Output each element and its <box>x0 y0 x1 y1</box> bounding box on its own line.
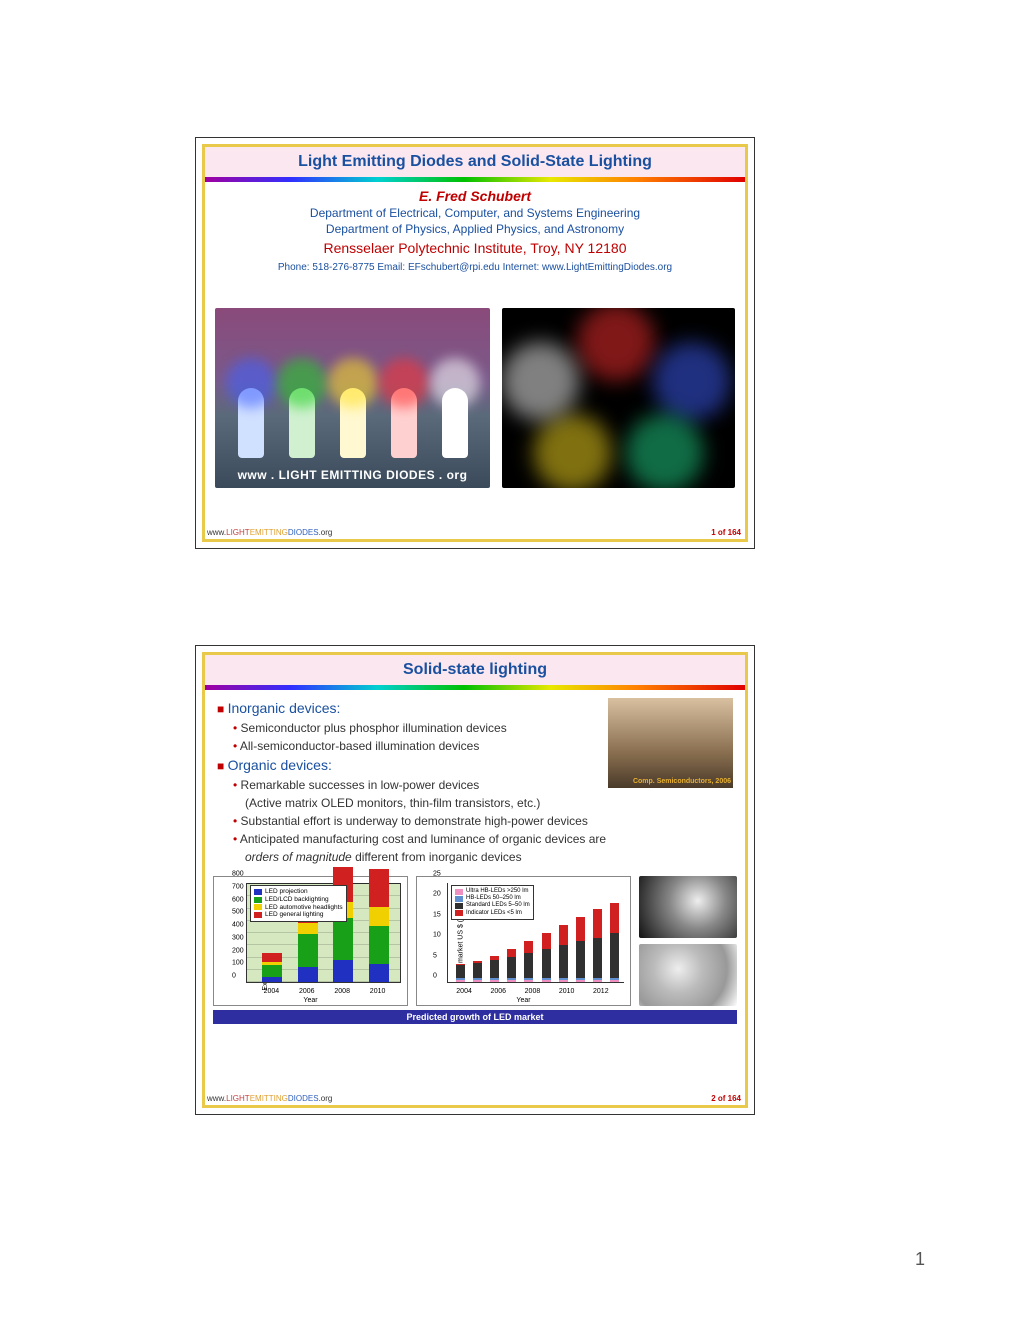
slide-2-frame: Solid-state lighting Comp. Semiconductor… <box>202 652 748 1108</box>
c1-legend: LED projectionLED/LCD backlightingLED au… <box>250 885 347 922</box>
slide-2-content: Comp. Semiconductors, 2006 ■ Inorganic d… <box>205 690 745 866</box>
slide-2-footer: www.LIGHTEMITTINGDIODES.org 2 of 164 <box>207 1094 741 1103</box>
side-images <box>639 876 737 1006</box>
c2-xlabel: Year <box>417 997 630 1004</box>
c1-xlabel: Year <box>214 997 407 1004</box>
star-led-4 <box>543 413 609 484</box>
slide-1-footer: www.LIGHTEMITTINGDIODES.org 1 of 164 <box>207 528 741 537</box>
star-led-3 <box>628 413 694 484</box>
rainbow-bar <box>205 177 745 182</box>
sub-4: • Substantial effort is underway to demo… <box>217 812 733 830</box>
side-img-1 <box>639 876 737 938</box>
led-photo-star <box>502 308 735 488</box>
page-number: 1 <box>915 1249 925 1270</box>
led-blue <box>238 388 264 458</box>
side-img-2 <box>639 944 737 1006</box>
sub-5b: orders of magnitude different from inorg… <box>217 848 733 866</box>
led-white <box>442 388 468 458</box>
led-green <box>289 388 315 458</box>
dept-1: Department of Electrical, Computer, and … <box>205 206 745 220</box>
footer-url-1: www.LIGHTEMITTINGDIODES.org <box>207 528 332 537</box>
float-photo: Comp. Semiconductors, 2006 <box>608 698 733 788</box>
footer-page-2: 2 of 164 <box>711 1094 741 1103</box>
image-caption: www . LIGHT EMITTING DIODES . org <box>215 468 490 482</box>
slide-1: Light Emitting Diodes and Solid-State Li… <box>195 137 755 549</box>
chart-title-bar: Predicted growth of LED market <box>213 1010 737 1024</box>
slide-2-title: Solid-state lighting <box>205 655 745 685</box>
sub-5: • Anticipated manufacturing cost and lum… <box>217 830 733 848</box>
slide-1-title: Light Emitting Diodes and Solid-State Li… <box>205 147 745 177</box>
charts-row: Expected market size ($ million) LED pro… <box>213 876 737 1006</box>
chart-2: World market US $ (Billion) Ultra HB-LED… <box>416 876 631 1006</box>
slide-1-frame: Light Emitting Diodes and Solid-State Li… <box>202 144 748 542</box>
image-row: www . LIGHT EMITTING DIODES . org <box>215 308 735 488</box>
footer-page-1: 1 of 164 <box>711 528 741 537</box>
led-photo-row: www . LIGHT EMITTING DIODES . org <box>215 308 490 488</box>
dept-2: Department of Physics, Applied Physics, … <box>205 222 745 236</box>
footer-url-2: www.LIGHTEMITTINGDIODES.org <box>207 1094 332 1103</box>
star-led-2 <box>652 356 721 411</box>
star-led-1 <box>597 318 635 378</box>
led-red <box>391 388 417 458</box>
author: E. Fred Schubert <box>205 188 745 204</box>
star-led-5 <box>512 356 581 411</box>
sub-3b: (Active matrix OLED monitors, thin-film … <box>217 794 733 812</box>
chart-1: Expected market size ($ million) LED pro… <box>213 876 408 1006</box>
c2-legend: Ultra HB-LEDs >250 lmHB-LEDs 50–250 lmSt… <box>451 885 534 920</box>
photo-caption: Comp. Semiconductors, 2006 <box>633 777 731 788</box>
institute: Rensselaer Polytechnic Institute, Troy, … <box>205 240 745 256</box>
slide-2: Solid-state lighting Comp. Semiconductor… <box>195 645 755 1115</box>
led-yellow <box>340 388 366 458</box>
contact-line: Phone: 518-276-8775 Email: EFschubert@rp… <box>205 262 745 273</box>
